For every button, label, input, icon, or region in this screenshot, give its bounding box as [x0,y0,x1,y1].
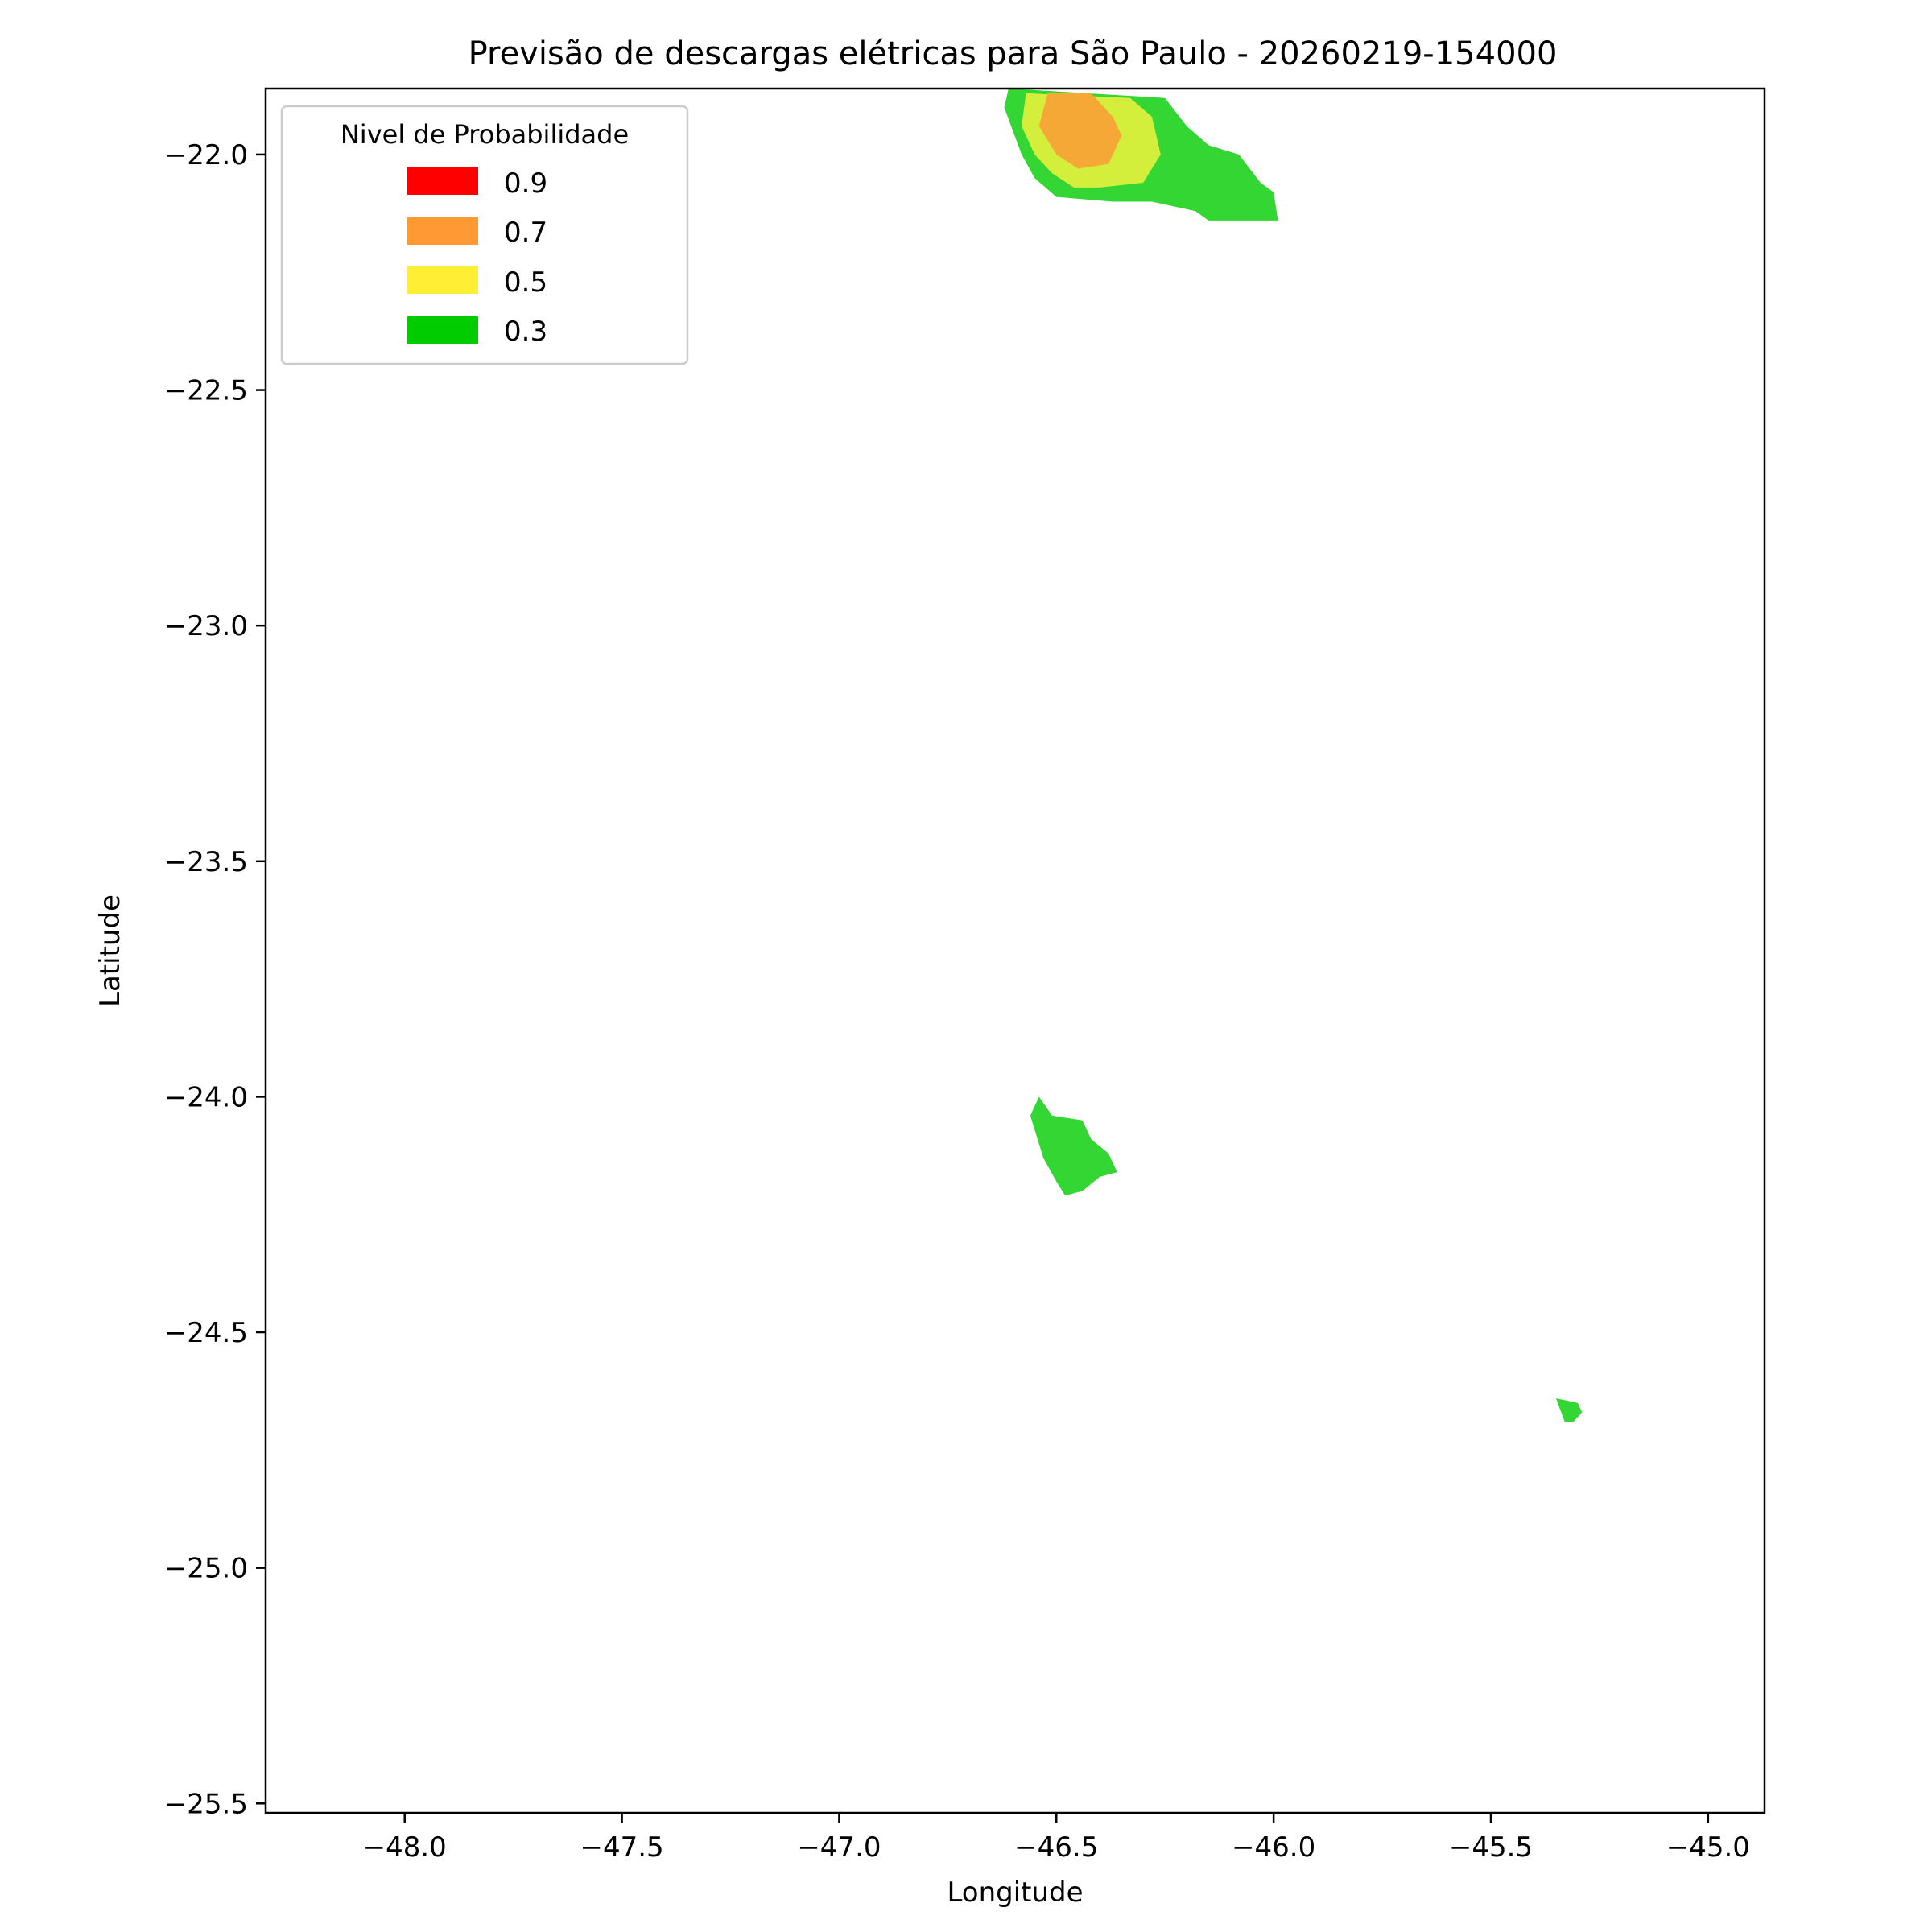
y-axis-label: Latitude [94,894,126,1007]
y-axis-ticks: −22.0 −22.5 −23.0 −23.5 −24.0 −24.5 −25.0 −25.5 [164,139,266,1820]
y-tick-label: −22.5 [164,375,248,407]
plot-area [264,87,1766,1814]
x-tick-label: −45.0 [1666,1831,1750,1864]
chart-title: Previsão de descargas elétricas para São… [469,35,1558,72]
y-tick-label: −23.0 [164,610,248,642]
x-axis-label: Longitude [947,1876,1083,1909]
legend-label-0.7: 0.7 [504,217,547,249]
x-tick-label: −45.5 [1449,1831,1533,1864]
legend-title: Nivel de Probabilidade [341,119,629,150]
y-tick-label: −24.0 [164,1081,248,1113]
y-tick-label: −24.5 [164,1317,248,1349]
legend-box [280,105,689,365]
legend-swatch-0.5 [407,266,478,294]
y-tick-label: −23.5 [164,846,248,878]
region-0.3-3 [1030,1096,1117,1196]
y-tick-label: −22.0 [164,139,248,171]
legend-swatch-0.9 [407,167,478,195]
y-tick-label: −25.0 [164,1553,248,1585]
legend-swatch-0.3 [407,316,478,344]
x-tick-label: −46.5 [1014,1831,1098,1864]
probability-regions [1004,89,1583,1422]
x-tick-label: −48.0 [363,1831,447,1864]
legend-swatch-0.7 [407,217,478,245]
x-tick-label: −47.0 [797,1831,881,1864]
x-axis-ticks: −48.0 −47.5 −47.0 −46.5 −46.0 −45.5 −45.0 [363,1813,1750,1864]
x-tick-label: −47.5 [580,1831,663,1864]
x-tick-label: −46.0 [1232,1831,1315,1864]
legend: Nivel de Probabilidade 0.9 0.7 0.5 0.3 [280,105,689,365]
legend-label-0.9: 0.9 [504,167,547,200]
region-0.3-4 [1555,1398,1583,1422]
plot-frame [264,87,1766,1814]
legend-label-0.5: 0.5 [504,266,547,299]
y-tick-label: −25.5 [164,1788,248,1820]
legend-label-0.3: 0.3 [504,316,547,348]
region-0.7-2 [1038,93,1122,169]
